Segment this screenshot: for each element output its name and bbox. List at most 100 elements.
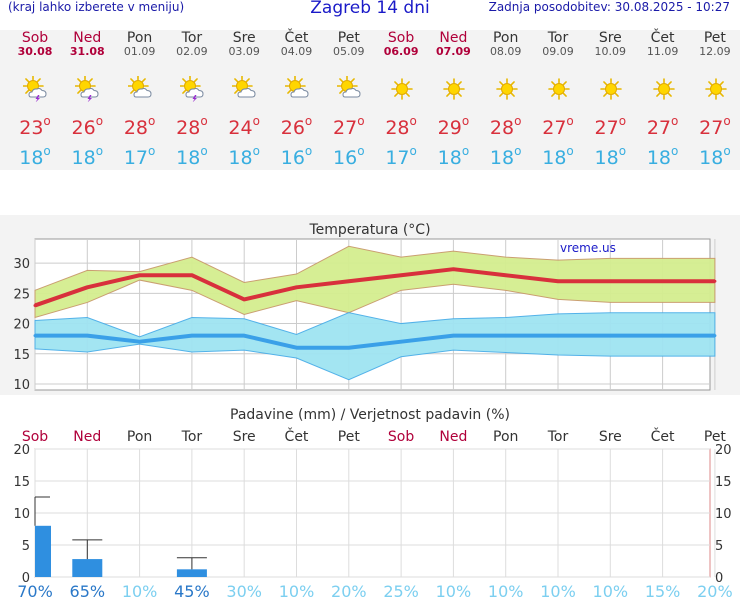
day-date: 08.09 [489, 45, 522, 58]
precipitation-probability-label: 10% [593, 582, 629, 600]
precipitation-probability-label: 20% [697, 582, 733, 600]
day-name: Čet [284, 30, 309, 46]
sun-icon [546, 76, 572, 102]
min-temperature: 16o [333, 144, 365, 169]
max-temperature-value: 27 [333, 117, 358, 139]
min-temperature: 18o [19, 144, 51, 169]
max-temperature-value: 29 [437, 117, 462, 139]
day-date: 05.09 [333, 45, 365, 58]
max-temperature-value: 26 [71, 117, 96, 139]
day-name: Sre [232, 30, 256, 46]
y-tick-label: 0 [22, 571, 30, 586]
data-point [661, 279, 665, 283]
max-temperature: 27o [333, 114, 365, 139]
sun-cloud-storm-icon [179, 75, 206, 103]
min-temperature-value: 17 [385, 147, 410, 169]
sun-icon [441, 76, 467, 102]
max-temperature: 27o [594, 114, 627, 139]
day-column: Tor 09.09 27o 18o [532, 30, 584, 169]
min-temperature: 17o [123, 144, 156, 169]
min-temperature-value: 18 [176, 147, 201, 169]
x-tick-label: Čet [285, 427, 309, 445]
y-tick-label: 10 [13, 507, 30, 522]
day-column: Pet 12.09 27o 18o [689, 30, 740, 169]
min-temperature-value: 18 [542, 147, 567, 169]
max-temperature-value: 28 [176, 117, 201, 139]
precipitation-probability-label: 10% [488, 582, 524, 600]
data-point [347, 346, 351, 350]
y-tick-label-right: 15 [715, 475, 732, 490]
precipitation-probability-label: 10% [279, 582, 315, 600]
min-temperature: 18o [176, 144, 208, 169]
max-temperature-value: 27 [699, 117, 724, 139]
day-date: 06.09 [383, 45, 419, 58]
day-column: Sre 03.09 24o 18o [218, 30, 270, 169]
data-point [190, 273, 194, 277]
data-point [347, 279, 351, 283]
max-temperature-value: 26 [280, 117, 305, 139]
precipitation-chart: Padavine (mm) / Verjetnost padavin (%) So… [0, 400, 740, 600]
y-tick-label: 10 [13, 378, 30, 393]
day-date: 10.09 [594, 45, 627, 58]
y-tick-label: 30 [13, 257, 30, 272]
precipitation-probability-label: 70% [17, 582, 53, 600]
min-temperature-value: 17 [123, 147, 149, 169]
precipitation-probability-label: 15% [645, 582, 681, 600]
data-point [295, 346, 298, 350]
max-temperature: 27o [699, 114, 731, 139]
day-date: 07.09 [435, 45, 471, 58]
precipitation-probability-label: 45% [174, 582, 210, 600]
x-tick-label: Pet [338, 429, 361, 445]
max-temperature: 28o [489, 114, 522, 139]
min-temperature: 17o [385, 144, 417, 169]
sun-icon [494, 76, 520, 102]
y-tick-label-right: 0 [715, 571, 723, 586]
max-temperature: 28o [123, 114, 156, 139]
data-point [451, 334, 455, 338]
min-temperature-value: 18 [437, 147, 462, 169]
min-temperature: 18o [699, 144, 731, 169]
day-date: 09.09 [542, 45, 574, 58]
sun-cloud-icon [335, 75, 363, 102]
x-tick-label: Sre [599, 429, 622, 445]
day-name: Ned [73, 30, 102, 46]
forecast-strip: Sob 30.08 23o 18o Ned 31.08 26o 18o Pon 01.09 28o 1… [0, 30, 740, 170]
x-tick-label: Ned [73, 429, 101, 445]
y-tick-label-right: 10 [715, 507, 732, 522]
day-name: Ned [439, 30, 468, 46]
day-date: 30.08 [17, 45, 53, 58]
x-tick-label: Pon [493, 429, 518, 445]
min-temperature: 18o [542, 144, 574, 169]
watermark-label: vreme.us [560, 241, 616, 255]
x-tick-label: Pet [704, 429, 727, 445]
max-temperature-band [34, 245, 716, 319]
precipitation-bar [35, 525, 51, 577]
sun-icon [703, 76, 729, 102]
precipitation-probability-label: 20% [331, 582, 367, 600]
x-tick-label: Čet [651, 427, 675, 445]
min-temperature-value: 18 [19, 147, 44, 169]
y-tick-label: 15 [13, 348, 30, 363]
day-column: Tor 02.09 28o 18o [166, 30, 218, 169]
y-tick-label: 20 [13, 443, 30, 458]
max-temperature-value: 23 [19, 117, 44, 139]
max-temperature: 26o [71, 114, 104, 139]
day-date: 12.09 [699, 45, 731, 58]
y-tick-label: 5 [22, 539, 30, 554]
min-temperature-value: 16 [333, 147, 358, 169]
precipitation-probability-label: 10% [436, 582, 472, 600]
x-tick-label: Ned [439, 429, 467, 445]
header-menu-hint[interactable]: (kraj lahko izberete v meniju) [8, 0, 185, 14]
day-column: Pon 08.09 28o 18o [480, 30, 532, 169]
day-column: Pon 01.09 28o 17o [114, 30, 166, 169]
day-column: Ned 31.08 26o 18o [61, 30, 113, 169]
sun-cloud-icon [231, 75, 258, 102]
data-point [33, 303, 37, 307]
data-point [138, 340, 142, 344]
day-name: Pet [703, 30, 726, 46]
sun-cloud-icon [283, 75, 311, 102]
min-temperature-value: 18 [646, 147, 672, 169]
max-temperature-value: 24 [228, 117, 253, 139]
day-column: Čet 04.09 26o 16o [271, 30, 323, 169]
temperature-chart-title: Temperatura (°C) [308, 222, 430, 238]
